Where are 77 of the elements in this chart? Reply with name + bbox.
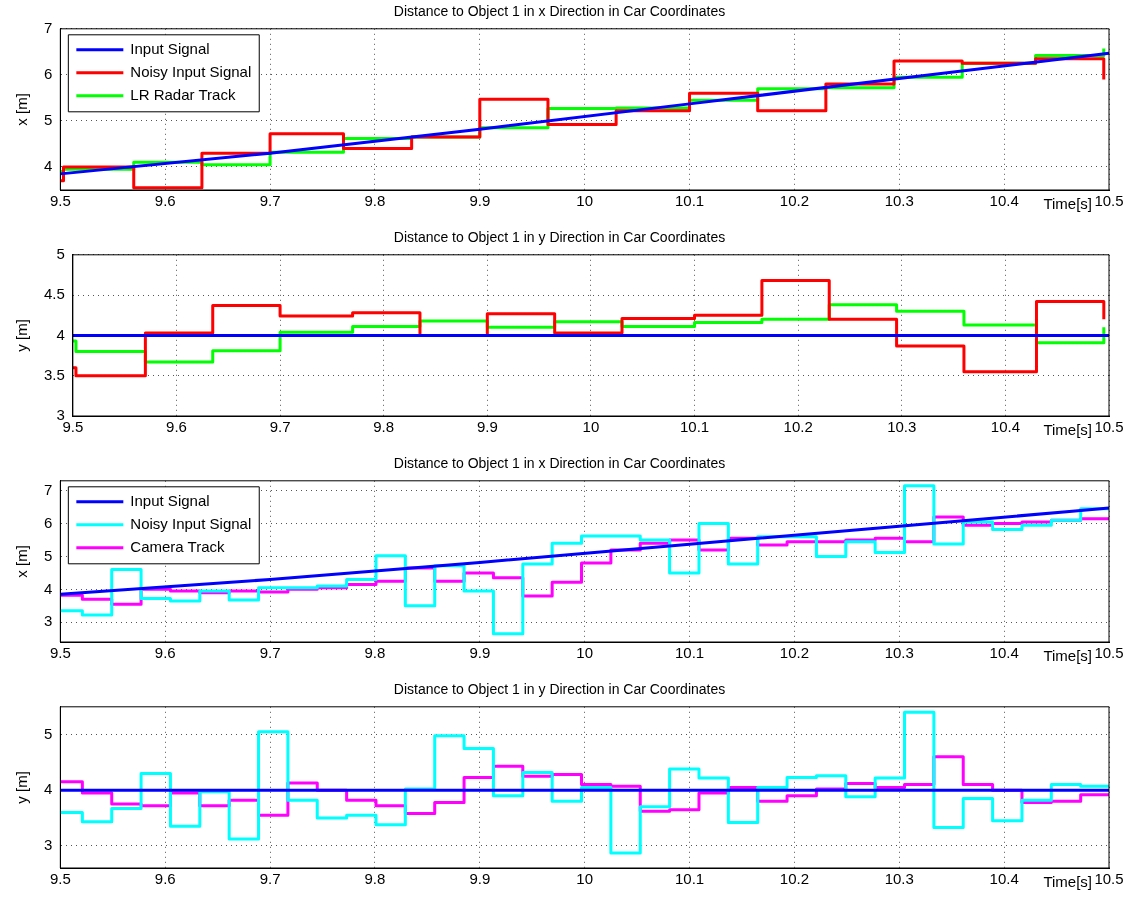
- x-tick-label: 9.5: [49, 644, 71, 662]
- y-tick-label: 3: [44, 612, 53, 630]
- x-tick-label: 10.5: [1094, 418, 1124, 436]
- x-tick-label: 10.1: [679, 418, 710, 436]
- x-tick-label: 10.4: [989, 192, 1019, 210]
- x-tick-label: 10.2: [783, 418, 813, 436]
- x-tick-label: 10.4: [989, 644, 1019, 662]
- chart-title: Distance to Object 1 in y Direction in Car Coordinates: [393, 229, 726, 246]
- x-tick-label: 10.1: [674, 192, 705, 210]
- y-tick-label: 7: [44, 480, 53, 498]
- x-axis-title: Time[s]: [1043, 872, 1092, 890]
- x-tick-label: 9.8: [364, 644, 386, 662]
- x-tick-label: 9.7: [269, 418, 291, 436]
- x-tick-label: 9.9: [469, 870, 491, 888]
- x-tick-label: 10: [576, 192, 594, 210]
- x-tick-label: 9.9: [469, 644, 491, 662]
- x-tick-label: 10.4: [989, 870, 1019, 888]
- x-tick-label: 9.7: [259, 870, 281, 888]
- legend-label: Camera Track: [130, 537, 226, 555]
- x-tick-label: 10: [582, 418, 600, 436]
- y-tick-label: 6: [44, 513, 53, 531]
- x-tick-label: 10.2: [779, 870, 809, 888]
- y-tick-label: 4: [44, 780, 53, 798]
- y-tick-label: 5: [44, 546, 53, 564]
- y-axis-title: x [m]: [13, 93, 31, 126]
- x-axis-title: Time[s]: [1043, 420, 1092, 438]
- y-tick-label: 4: [56, 325, 65, 343]
- x-tick-label: 10: [576, 870, 594, 888]
- y-tick-label: 4.5: [43, 285, 65, 303]
- y-tick-label: 5: [56, 244, 65, 262]
- y-axis-title: x [m]: [13, 545, 31, 578]
- x-tick-label: 10.5: [1094, 870, 1124, 888]
- y-axis-title: y [m]: [13, 771, 31, 804]
- x-tick-label: 9.5: [49, 870, 71, 888]
- x-tick-label: 10.2: [779, 644, 809, 662]
- x-tick-label: 9.8: [364, 870, 386, 888]
- x-tick-label: 10.3: [884, 192, 914, 210]
- x-tick-label: 9.6: [154, 644, 176, 662]
- y-tick-label: 3.5: [43, 365, 65, 383]
- legend-label: Noisy Input Signal: [130, 514, 252, 532]
- x-tick-label: 10.5: [1094, 644, 1124, 662]
- x-tick-label: 9.9: [469, 192, 491, 210]
- x-tick-label: 9.6: [154, 192, 176, 210]
- x-axis-title: Time[s]: [1043, 194, 1092, 212]
- legend-label: Input Signal: [130, 39, 210, 57]
- x-tick-label: 9.9: [476, 418, 498, 436]
- y-axis-title: y [m]: [13, 319, 31, 352]
- x-tick-label: 9.6: [166, 418, 187, 436]
- x-tick-label: 10.5: [1094, 192, 1124, 210]
- x-tick-label: 9.8: [364, 192, 386, 210]
- legend-label: Input Signal: [130, 491, 210, 509]
- chart-title: Distance to Object 1 in x Direction in Car Coordinates: [393, 3, 726, 20]
- y-tick-label: 3: [44, 835, 53, 853]
- x-tick-label: 9.6: [154, 870, 176, 888]
- y-tick-label: 4: [44, 579, 53, 597]
- x-tick-label: 10.4: [990, 418, 1020, 436]
- x-tick-label: 10.3: [884, 644, 914, 662]
- y-tick-label: 4: [44, 157, 53, 175]
- x-tick-label: 10.1: [674, 644, 705, 662]
- x-tick-label: 10.3: [887, 418, 917, 436]
- x-tick-label: 10.3: [884, 870, 914, 888]
- x-tick-label: 10: [576, 644, 594, 662]
- x-tick-label: 10.1: [674, 870, 705, 888]
- y-tick-label: 6: [44, 65, 53, 82]
- legend-label: LR Radar Track: [130, 85, 236, 103]
- x-tick-label: 9.5: [49, 192, 71, 210]
- x-tick-label: 9.7: [259, 644, 281, 662]
- x-axis-title: Time[s]: [1043, 646, 1092, 664]
- x-tick-label: 10.2: [779, 192, 809, 210]
- x-tick-label: 9.7: [259, 192, 281, 210]
- y-tick-label: 7: [44, 18, 53, 36]
- x-tick-label: 9.8: [373, 418, 395, 436]
- legend-label: Noisy Input Signal: [130, 62, 252, 80]
- chart-title: Distance to Object 1 in x Direction in Car Coordinates: [393, 455, 726, 472]
- chart-title: Distance to Object 1 in y Direction in Car Coordinates: [393, 681, 726, 698]
- y-tick-label: 5: [44, 724, 53, 742]
- y-tick-label: 5: [44, 111, 53, 129]
